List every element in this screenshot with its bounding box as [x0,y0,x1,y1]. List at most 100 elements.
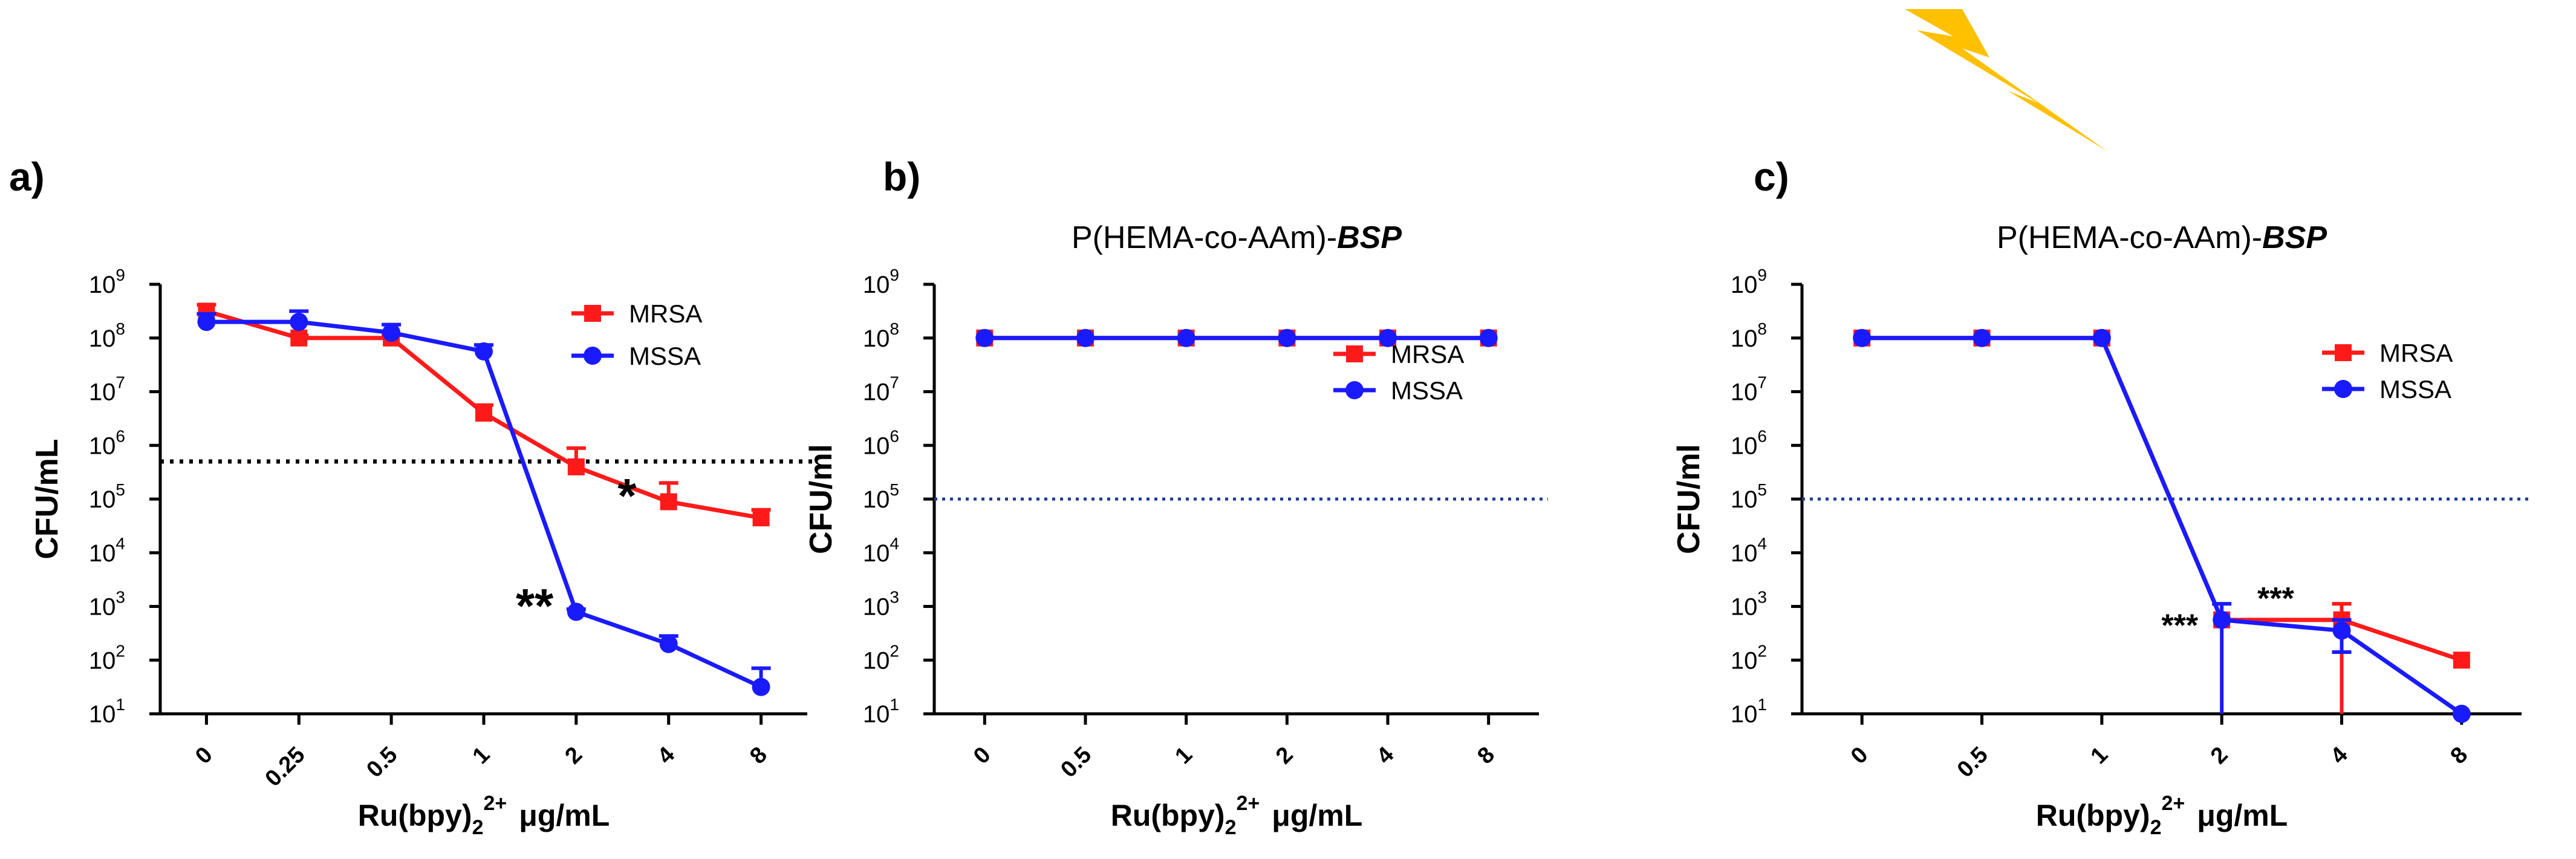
y-tick-exp: 6 [890,426,899,445]
y-tick-exp: 7 [1757,373,1767,392]
x-tick-label: 1 [468,742,495,769]
y-tick-label: 103 [1731,588,1767,621]
y-tick-base: 10 [1731,486,1758,513]
data-point [2213,610,2231,629]
y-tick-base: 10 [89,701,116,728]
legend-label: MRSA [1391,340,1464,368]
x-tick-label: 0.5 [1953,742,1993,783]
y-tick-exp: 9 [890,266,899,284]
y-tick-label: 103 [863,588,899,621]
y-tick-base: 10 [89,272,116,298]
y-tick-base: 10 [1731,379,1758,406]
x-axis-label: Ru(bpy)22+ μg/mL [1111,792,1363,839]
y-tick-base: 10 [1731,647,1758,674]
x-axis-label: Ru(bpy)22+ μg/mL [358,792,610,839]
legend-marker [584,347,602,365]
panel-c: c)P(HEMA-co-AAm)-BSP10110210310410510610… [1671,9,2531,839]
y-tick-exp: 5 [890,480,899,499]
data-point [2452,705,2471,723]
legend-label: MSSA [629,342,701,370]
y-tick-exp: 6 [1757,426,1767,445]
data-point [475,405,492,422]
legend-entry: MRSA [571,299,702,328]
x-axis-label: Ru(bpy)22+ μg/mL [2036,792,2288,839]
y-tick-label: 104 [1731,534,1767,567]
data-point [1479,328,1498,347]
chart-title-text: P(HEMA-co-AAm)- [1997,220,2262,255]
y-tick-exp: 3 [1757,588,1767,607]
y-tick-label: 102 [89,641,125,674]
y-tick-base: 10 [89,433,116,459]
y-tick-base: 10 [863,701,890,728]
y-tick-label: 104 [89,534,125,567]
data-point [1278,328,1296,347]
y-tick-exp: 8 [115,319,125,338]
significance-annotation: * [617,469,637,523]
chart-title: P(HEMA-co-AAm)-BSP [1072,220,1402,255]
y-tick-exp: 7 [890,373,899,392]
y-tick-base: 10 [89,486,116,513]
data-point [1177,328,1195,347]
y-tick-label: 106 [863,426,899,459]
legend-label: MRSA [2379,339,2453,367]
y-tick-base: 10 [89,325,116,352]
panel-label: b) [883,154,920,199]
y-tick-exp: 1 [1757,695,1767,714]
chart-title-suffix: BSP [2262,220,2327,255]
legend-entry: MSSA [2322,375,2451,403]
data-point [567,603,585,621]
legend-marker [584,305,601,322]
y-tick-exp: 4 [1757,534,1767,553]
x-label-sup: 2+ [2161,792,2185,815]
x-label-sup: 2+ [1236,792,1260,815]
y-tick-exp: 8 [890,319,899,338]
x-tick-label: 2 [2206,742,2233,769]
y-tick-label: 103 [89,588,125,621]
x-label-unit: μg/mL [1272,799,1362,832]
data-point [2453,652,2470,669]
y-tick-base: 10 [863,379,890,406]
y-tick-exp: 5 [1757,480,1767,499]
x-tick-label: 0 [969,742,996,769]
significance-annotation: *** [2257,581,2294,616]
y-tick-base: 10 [1731,701,1758,728]
x-tick-label: 0.5 [362,742,402,783]
y-tick-exp: 2 [890,641,899,660]
legend-entry: MRSA [2322,339,2453,367]
y-tick-base: 10 [863,272,890,298]
data-point [290,329,308,347]
y-tick-exp: 1 [115,695,125,714]
y-tick-label: 105 [1731,480,1767,513]
y-tick-base: 10 [863,594,890,621]
y-tick-label: 105 [863,480,899,513]
y-tick-exp: 5 [115,480,125,499]
data-point [659,635,678,653]
panel-label: a) [9,154,45,199]
data-point [975,328,994,347]
legend-label: MRSA [629,299,702,328]
series-mssa [975,328,1498,347]
significance-annotation: ** [516,579,554,633]
x-label-sub: 2 [1225,816,1237,839]
significance-annotation: *** [2161,608,2198,643]
x-label-unit: μg/mL [2197,799,2288,832]
y-tick-exp: 3 [890,588,899,607]
y-tick-label: 101 [1731,695,1767,728]
y-tick-label: 109 [1731,266,1767,298]
y-tick-base: 10 [1731,540,1758,567]
y-tick-exp: 3 [115,588,125,607]
series-mrsa [197,302,771,527]
y-tick-label: 107 [1731,373,1767,406]
data-point [2332,621,2351,640]
data-point [290,313,308,332]
data-point [660,493,677,511]
y-tick-exp: 9 [115,266,125,284]
legend-marker [1345,381,1364,399]
y-tick-base: 10 [89,647,116,674]
x-tick-label: 0 [1846,742,1873,769]
legend-entry: MSSA [1333,376,1463,405]
y-tick-exp: 4 [890,534,899,553]
y-tick-label: 108 [863,319,899,352]
